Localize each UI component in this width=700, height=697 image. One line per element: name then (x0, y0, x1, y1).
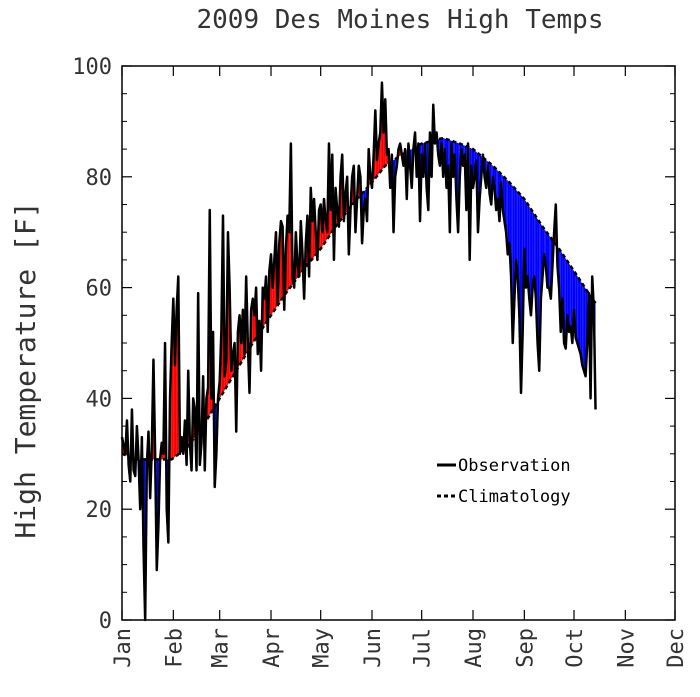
anomaly-segment (527, 203, 530, 299)
y-tick-label: 80 (86, 166, 113, 191)
x-tick-label: Jan (111, 628, 136, 668)
y-tick-label: 20 (86, 498, 113, 523)
y-tick-label: 0 (99, 609, 112, 634)
anomaly-segment (547, 233, 550, 288)
legend-observation-label: Observation (458, 456, 571, 476)
x-tick-label: Nov (614, 628, 639, 668)
anomaly-fill (122, 82, 596, 620)
y-tick-label: 60 (86, 277, 113, 302)
x-tick-label: Oct (563, 628, 588, 668)
anomaly-segment (532, 211, 535, 288)
anomaly-segment (583, 286, 586, 377)
x-tick-label: Aug (462, 628, 487, 668)
y-axis-label: High Temperature [F] (9, 201, 42, 538)
anomaly-segment (507, 180, 510, 255)
x-tick-label: Sep (513, 628, 538, 668)
y-axis-ticks: 0 20 40 60 80 100 (72, 55, 675, 634)
x-tick-label: Jul (411, 628, 436, 668)
x-tick-label: Feb (162, 628, 187, 668)
anomaly-segment (516, 189, 518, 277)
observation-line (120, 81, 597, 622)
chart-title: 2009 Des Moines High Temps (197, 5, 604, 35)
anomaly-segment (578, 278, 581, 355)
x-tick-label: May (310, 628, 335, 668)
x-tick-label: Jun (361, 628, 386, 668)
anomaly-segment (569, 263, 571, 332)
anomaly-segment (287, 215, 290, 291)
x-axis-ticks: Jan Feb Mar Apr May Jun Jul Aug Sep Oct Nov Dec (111, 66, 689, 668)
anomaly-segment (525, 201, 528, 288)
anomaly-segment (582, 283, 584, 371)
x-tick-label: Apr (260, 628, 285, 668)
y-tick-label: 40 (86, 387, 113, 412)
x-tick-label: Mar (209, 628, 234, 668)
series-lines (120, 81, 597, 622)
anomaly-segment (580, 281, 583, 366)
y-tick-label: 100 (72, 55, 112, 80)
x-tick-label: Dec (664, 628, 689, 668)
anomaly-segment (570, 266, 573, 343)
anomaly-segment (577, 276, 579, 349)
legend-climatology-label: Climatology (458, 487, 571, 507)
legend: Observation Climatology (437, 456, 571, 507)
